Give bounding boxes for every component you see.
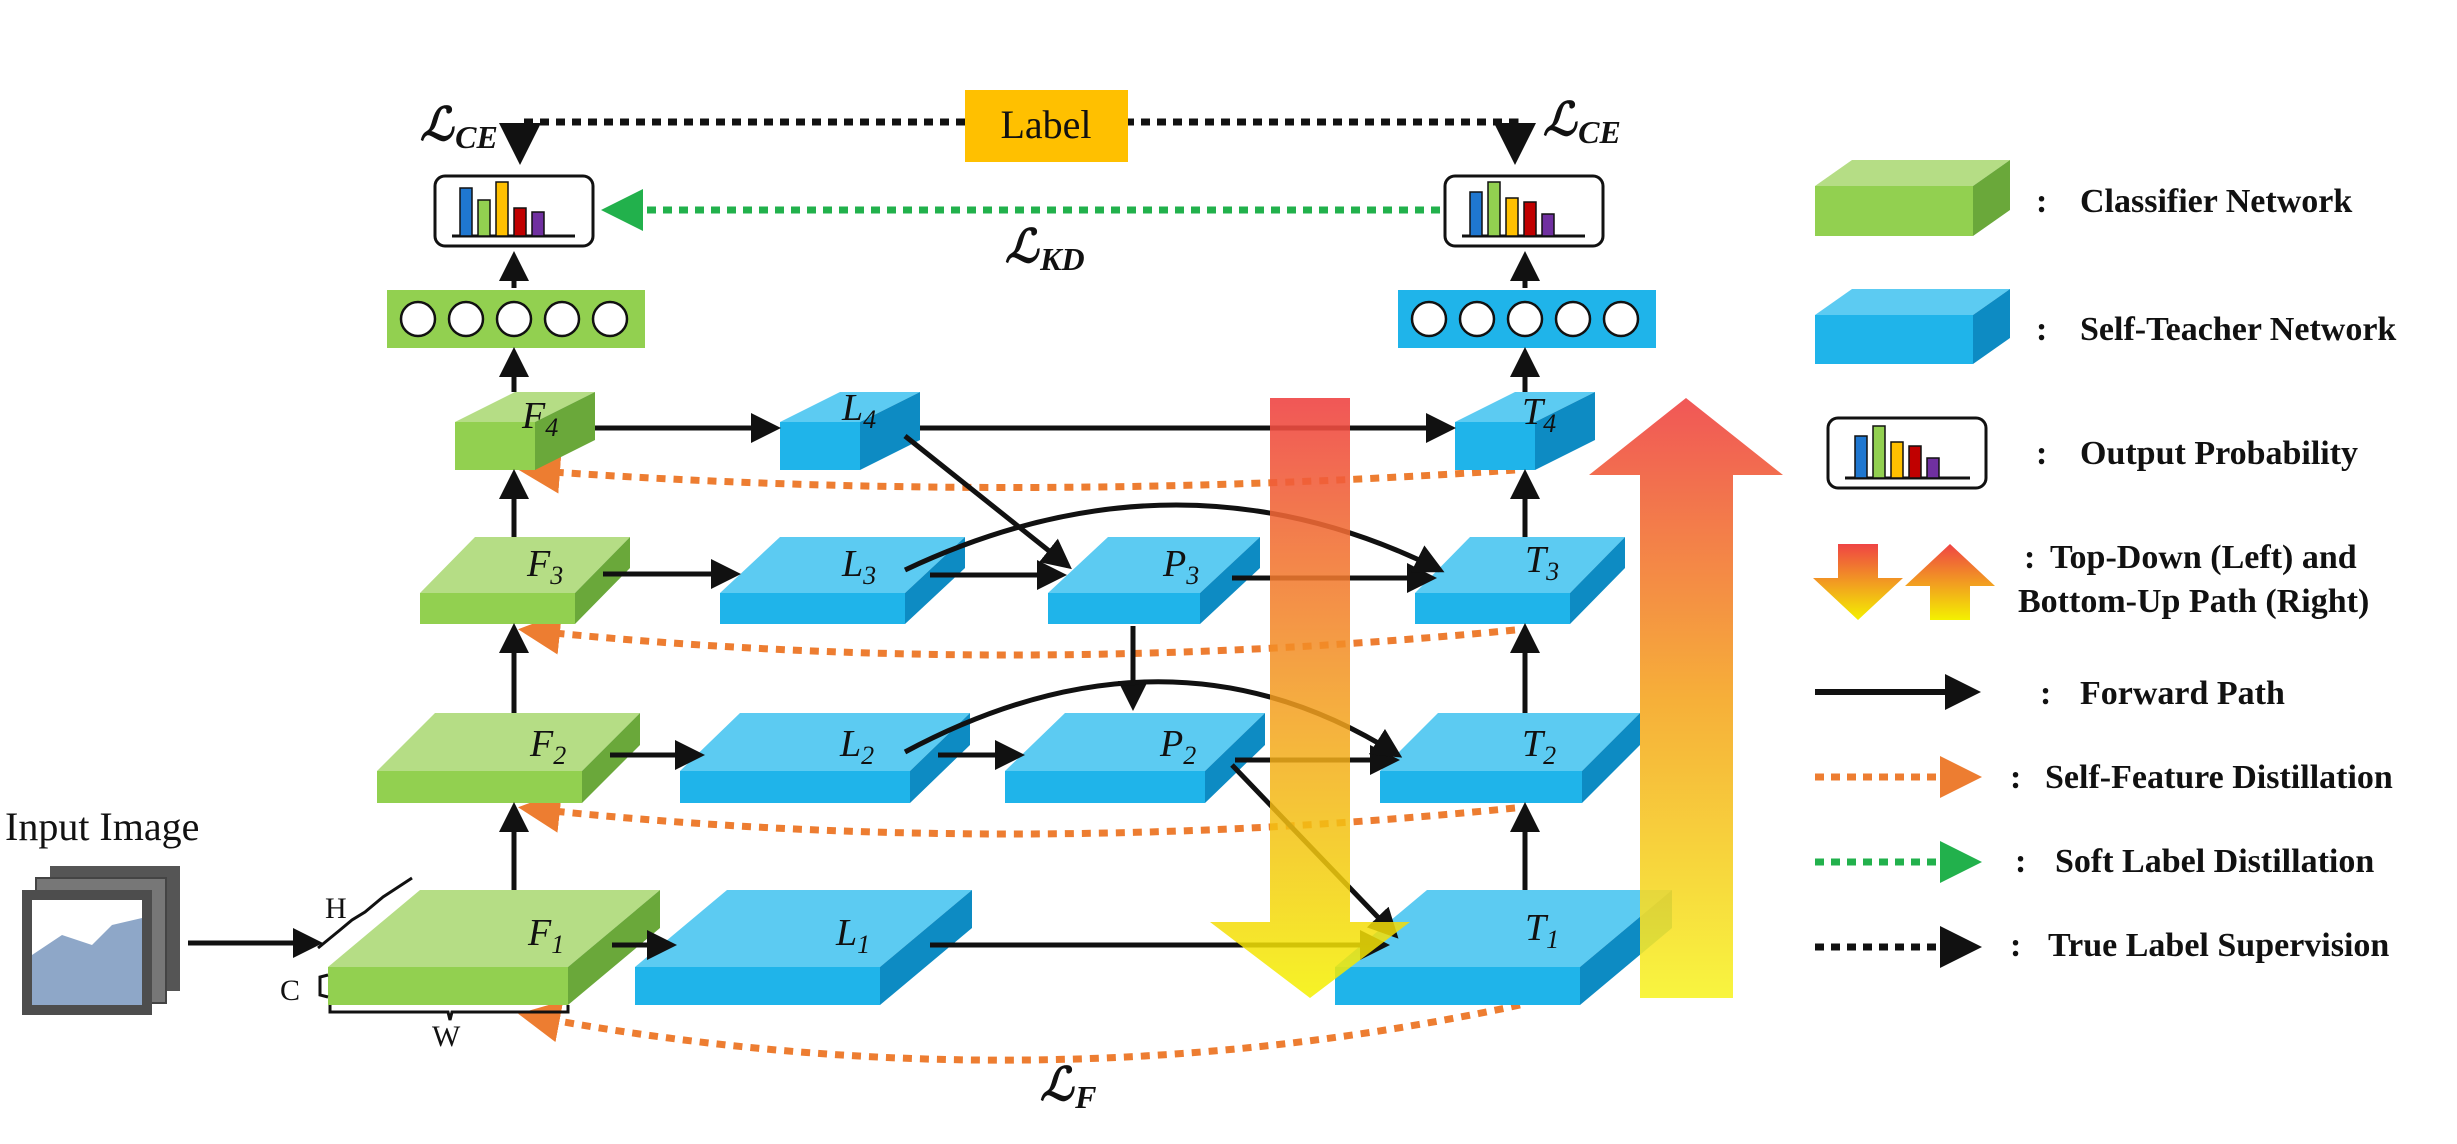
kd-subscript: KD	[1039, 241, 1084, 277]
forward-paths	[499, 347, 1540, 960]
teacher-block-t1	[1335, 890, 1672, 1005]
legend-histogram-text: Output Probability	[2080, 435, 2358, 472]
teacher-block-t3	[1415, 537, 1625, 624]
legend-forward-text: Forward Path	[2080, 675, 2285, 712]
topdown-block-p2	[1005, 713, 1265, 803]
label-l3: L3	[841, 543, 876, 590]
lateral-block-l4	[780, 392, 920, 470]
label-l1: L1	[835, 912, 870, 959]
legend-classifier-symbol	[1815, 160, 2010, 236]
svg-text::: :	[2010, 759, 2021, 796]
legend-classifier-text: Classifier Network	[2080, 183, 2352, 220]
ce-subscript: CE	[455, 119, 498, 155]
legend-sep: :	[2036, 183, 2047, 220]
classifier-block-f4	[455, 392, 595, 470]
output-probability-right	[1443, 174, 1605, 248]
f-subscript: F	[1074, 1079, 1096, 1115]
teacher-block-t4	[1455, 392, 1595, 470]
topdown-block-p3	[1048, 537, 1260, 624]
image-icon	[32, 918, 142, 1005]
lateral-block-l3	[720, 537, 965, 624]
label-t1: T1	[1525, 907, 1559, 954]
classifier-block-f3	[420, 537, 630, 624]
bottom-up-path-arrow	[1589, 398, 1783, 998]
brace-c	[318, 973, 329, 999]
ce-loss-right: ℒCE	[1543, 94, 1621, 150]
input-image-group: Input Image H C W	[5, 804, 570, 1053]
svg-text:ℒKD: ℒKD	[1005, 221, 1085, 277]
svg-text:ℒCE: ℒCE	[1543, 94, 1621, 150]
legend-gradient-arrows-symbol	[1813, 544, 1995, 620]
label-f3: F3	[526, 543, 563, 590]
legend-teacher-text: Self-Teacher Network	[2080, 311, 2396, 348]
legend-gradient-text: Top-Down (Left) and	[2050, 539, 2357, 576]
svg-text::: :	[2040, 675, 2051, 712]
label-box: Label	[965, 90, 1128, 162]
legend-feature-distill-text: Self-Feature Distillation	[2045, 759, 2393, 796]
label-t2: T2	[1522, 723, 1556, 770]
input-image-title: Input Image	[5, 804, 199, 849]
legend-teacher-symbol	[1815, 289, 2010, 364]
teacher-fc-layer	[1398, 290, 1656, 348]
svg-text:ℒCE: ℒCE	[420, 99, 498, 155]
svg-text::: :	[2024, 539, 2035, 576]
teacher-block-t2	[1380, 713, 1640, 803]
label-l2: L2	[839, 723, 874, 770]
svg-text:ℒF: ℒF	[1040, 1059, 1096, 1115]
script-l-symbol: ℒ	[420, 99, 455, 150]
svg-text::: :	[2036, 311, 2047, 348]
label-l4: L4	[841, 387, 876, 434]
output-probability-left	[433, 174, 595, 248]
node-labels: F4 F3 F2 F1 L4 L3 L2 L1 P3 P2 T4 T3 T2 T…	[521, 387, 1559, 959]
self-feature-distillation	[518, 451, 1521, 1064]
label-p2: P2	[1159, 723, 1196, 770]
legend-soft-label-text: Soft Label Distillation	[2055, 843, 2374, 880]
label-f2: F2	[529, 723, 566, 770]
legend-gradient-text2: Bottom-Up Path (Right)	[2018, 583, 2369, 620]
svg-text::: :	[2036, 435, 2047, 472]
brace-h	[317, 876, 413, 950]
dim-w: W	[432, 1020, 461, 1053]
legend-true-label-text: True Label Supervision	[2048, 927, 2389, 964]
svg-text::: :	[2015, 843, 2026, 880]
true-label-supervision	[499, 118, 1536, 165]
ce-subscript: CE	[1578, 114, 1621, 150]
label-f4: F4	[521, 395, 558, 442]
brace-w	[328, 1005, 570, 1021]
kd-loss-label: ℒKD	[1005, 221, 1085, 277]
script-l-symbol: ℒ	[1543, 94, 1578, 145]
legend-histogram-symbol	[1826, 416, 1988, 490]
top-down-path-arrow	[1210, 398, 1410, 998]
label-text: Label	[1000, 102, 1091, 147]
legend: : Classifier Network : Self-Teacher Netw…	[1813, 160, 2396, 968]
classifier-block-f1	[328, 890, 660, 1005]
classifier-fc-layer	[387, 290, 645, 348]
f-loss-label: ℒF	[1040, 1059, 1096, 1115]
classifier-block-f2	[377, 713, 640, 803]
label-p3: P3	[1162, 543, 1199, 590]
dim-c: C	[280, 974, 300, 1007]
lateral-block-l1	[635, 890, 972, 1005]
label-f1: F1	[527, 912, 564, 959]
label-t4: T4	[1522, 391, 1556, 438]
lateral-block-l2	[680, 713, 970, 803]
label-t3: T3	[1525, 539, 1559, 586]
svg-text::: :	[2010, 927, 2021, 964]
ce-loss-left: ℒCE	[420, 99, 498, 155]
dim-h: H	[325, 892, 347, 925]
